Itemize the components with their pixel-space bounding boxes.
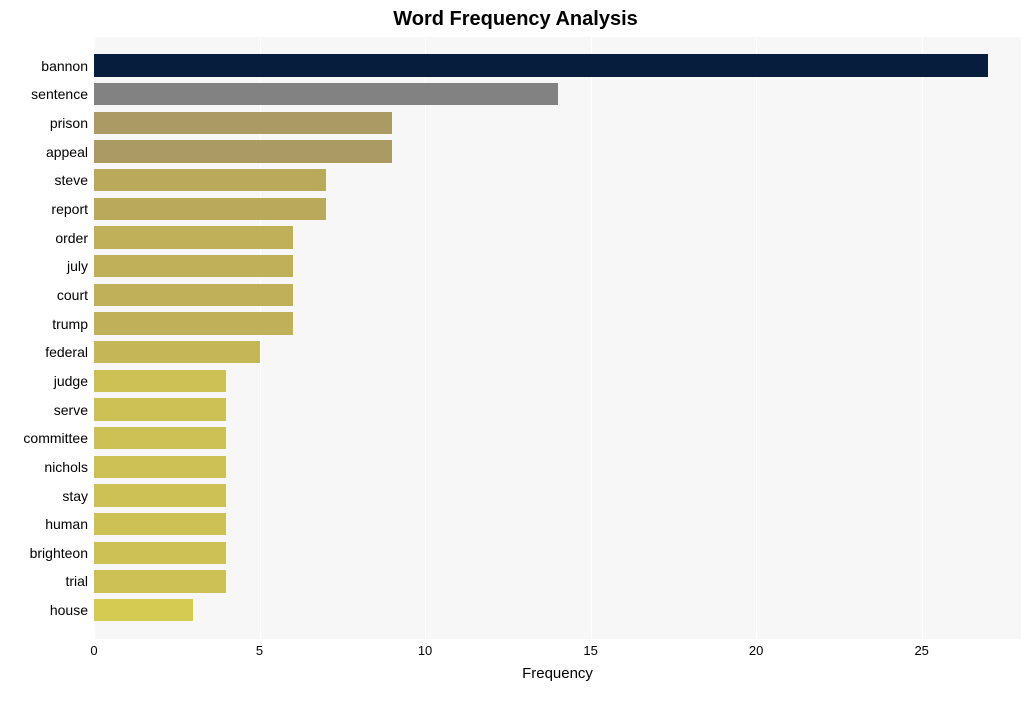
y-label-order: order <box>10 223 88 252</box>
bar-row <box>94 596 1021 625</box>
x-tick: 20 <box>749 643 763 658</box>
bar-row <box>94 538 1021 567</box>
bar-bannon <box>94 54 988 76</box>
y-label-bannon: bannon <box>10 51 88 80</box>
y-label-report: report <box>10 195 88 224</box>
bar-row <box>94 223 1021 252</box>
x-tick: 25 <box>914 643 928 658</box>
x-axis-label: Frequency <box>94 665 1021 682</box>
bar-row <box>94 481 1021 510</box>
y-label-trump: trump <box>10 309 88 338</box>
bar-row <box>94 424 1021 453</box>
y-label-prison: prison <box>10 109 88 138</box>
bar-row <box>94 395 1021 424</box>
bar-row <box>94 252 1021 281</box>
bars-area <box>94 37 1021 639</box>
x-tick: 15 <box>583 643 597 658</box>
bar-row <box>94 137 1021 166</box>
y-label-steve: steve <box>10 166 88 195</box>
bar-committee <box>94 427 226 449</box>
y-label-trial: trial <box>10 567 88 596</box>
y-label-human: human <box>10 510 88 539</box>
bar-row <box>94 166 1021 195</box>
y-label-nichols: nichols <box>10 453 88 482</box>
bar-stay <box>94 484 226 506</box>
chart-container: Word Frequency Analysis bannonsentencepr… <box>0 0 1031 701</box>
bar-row <box>94 281 1021 310</box>
bar-steve <box>94 169 326 191</box>
y-label-court: court <box>10 281 88 310</box>
bar-court <box>94 284 293 306</box>
y-label-serve: serve <box>10 395 88 424</box>
bar-row <box>94 195 1021 224</box>
x-ticks: 0510152025 <box>94 643 1021 661</box>
y-label-appeal: appeal <box>10 137 88 166</box>
bar-serve <box>94 398 226 420</box>
bar-row <box>94 510 1021 539</box>
bar-prison <box>94 112 392 134</box>
bar-row <box>94 309 1021 338</box>
bar-appeal <box>94 140 392 162</box>
bar-row <box>94 109 1021 138</box>
y-label-judge: judge <box>10 367 88 396</box>
bar-house <box>94 599 193 621</box>
plot-area: bannonsentenceprisonappealstevereportord… <box>10 37 1021 639</box>
bar-trump <box>94 312 293 334</box>
x-tick: 5 <box>256 643 263 658</box>
y-label-stay: stay <box>10 481 88 510</box>
y-label-committee: committee <box>10 424 88 453</box>
x-axis: 0510152025 Frequency <box>94 643 1021 682</box>
x-tick: 0 <box>90 643 97 658</box>
bar-row <box>94 338 1021 367</box>
x-tick: 10 <box>418 643 432 658</box>
y-label-july: july <box>10 252 88 281</box>
bar-federal <box>94 341 260 363</box>
bar-row <box>94 567 1021 596</box>
bar-trial <box>94 570 226 592</box>
bar-order <box>94 226 293 248</box>
bar-row <box>94 367 1021 396</box>
y-label-federal: federal <box>10 338 88 367</box>
y-axis-labels: bannonsentenceprisonappealstevereportord… <box>10 37 94 639</box>
chart-title: Word Frequency Analysis <box>10 8 1021 31</box>
bar-row <box>94 80 1021 109</box>
bar-nichols <box>94 456 226 478</box>
bar-sentence <box>94 83 558 105</box>
y-label-brighteon: brighteon <box>10 538 88 567</box>
y-label-sentence: sentence <box>10 80 88 109</box>
bar-report <box>94 198 326 220</box>
bar-brighteon <box>94 542 226 564</box>
bar-row <box>94 51 1021 80</box>
bar-row <box>94 453 1021 482</box>
bars <box>94 37 1021 639</box>
y-label-house: house <box>10 596 88 625</box>
bar-july <box>94 255 293 277</box>
bar-human <box>94 513 226 535</box>
bar-judge <box>94 370 226 392</box>
